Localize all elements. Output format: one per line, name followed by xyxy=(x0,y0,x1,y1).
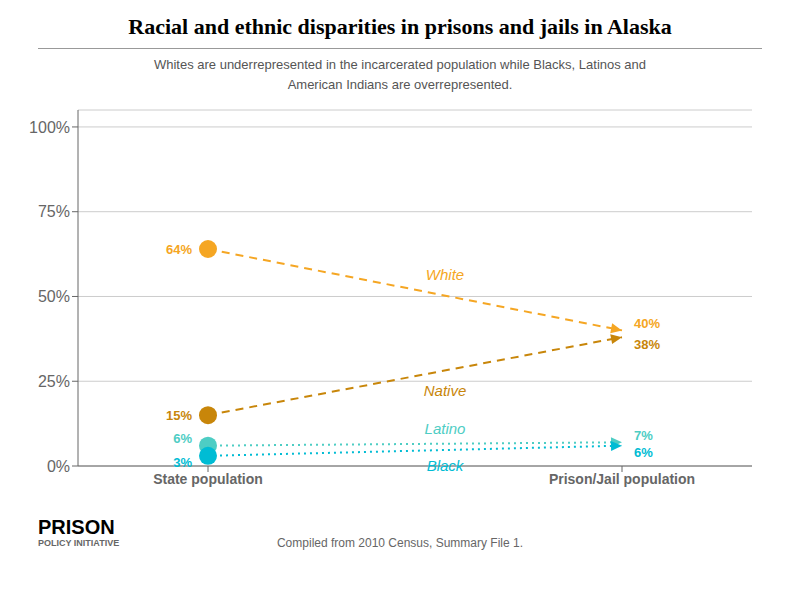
svg-text:40%: 40% xyxy=(634,316,660,331)
svg-text:3%: 3% xyxy=(173,455,192,470)
svg-text:15%: 15% xyxy=(166,408,192,423)
svg-text:Black: Black xyxy=(427,457,465,474)
svg-text:Native: Native xyxy=(424,382,467,399)
html-text:Whites are underrepresented in: Whites are underrepresented in the incar… xyxy=(153,57,647,92)
svg-text:64%: 64% xyxy=(166,242,192,257)
html-text:PRISON: PRISON xyxy=(38,516,115,538)
svg-text:100%: 100% xyxy=(29,119,70,136)
svg-text:38%: 38% xyxy=(634,337,660,352)
html-text:Racial and ethnic disparities: Racial and ethnic disparities in prisons… xyxy=(128,14,672,39)
svg-text:White: White xyxy=(426,266,464,283)
svg-text:75%: 75% xyxy=(38,203,70,220)
svg-text:Prison/Jail population: Prison/Jail population xyxy=(549,471,695,487)
svg-text:State population: State population xyxy=(153,471,263,487)
svg-text:0%: 0% xyxy=(47,458,70,475)
svg-text:50%: 50% xyxy=(38,288,70,305)
svg-text:7%: 7% xyxy=(634,428,653,443)
html-text:POLICY INITIATIVE: POLICY INITIATIVE xyxy=(38,538,120,548)
svg-text:25%: 25% xyxy=(38,373,70,390)
html-text:Compiled from 2010 Census, Sum: Compiled from 2010 Census, Summary File … xyxy=(277,536,523,550)
svg-text:Latino: Latino xyxy=(425,420,466,437)
svg-text:6%: 6% xyxy=(634,445,653,460)
svg-text:6%: 6% xyxy=(173,431,192,446)
